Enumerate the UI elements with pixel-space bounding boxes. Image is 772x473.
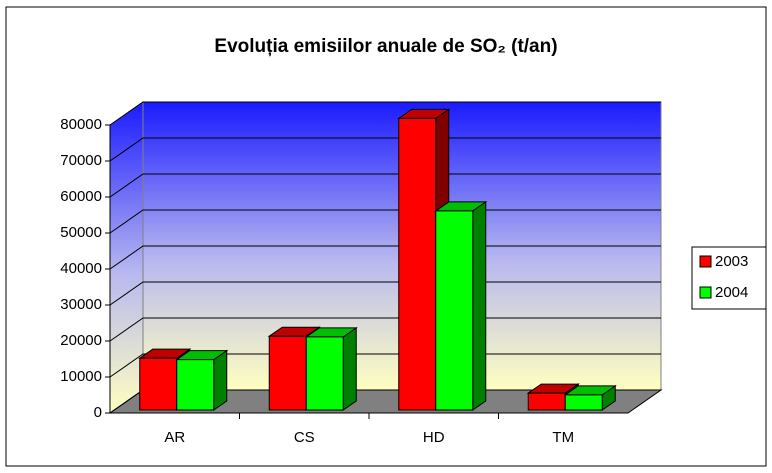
chart-title: Evoluția emisiilor anuale de SO₂ (t/an) [214,36,557,57]
y-tick-label: 20000 [60,332,102,349]
grid-line [109,353,661,378]
bar-face [139,357,178,411]
bar-face [472,200,487,411]
bar-face [268,335,307,411]
bar-face [527,392,566,411]
bar-face [176,359,215,411]
legend-label: 2003 [715,253,748,270]
legend-label: 2004 [715,284,748,301]
grid-line [109,209,661,234]
bar-face [342,326,357,411]
x-tick-label: HD [423,429,445,446]
bar-face [564,394,603,411]
y-tick-label: 30000 [60,296,102,313]
grid-line [109,101,661,126]
bar-face [435,210,474,411]
grid-line [109,281,661,306]
bar-face [305,336,344,411]
y-tick-label: 10000 [60,368,102,385]
x-tick-label: AR [164,429,185,446]
bar [304,326,358,411]
bar-face [398,117,437,411]
x-tick-label: TM [552,429,574,446]
y-tick-label: 40000 [60,260,102,277]
y-tick-label: 50000 [60,224,102,241]
y-tick-label: 80000 [60,116,102,133]
x-tick-label: CS [294,429,315,446]
bar [434,200,488,411]
grid-line [109,245,661,270]
legend-swatch [699,255,712,268]
bar-face [213,349,228,411]
grid-line [109,317,661,342]
y-tick-label: 60000 [60,188,102,205]
y-tick-label: 0 [94,404,102,421]
bar [175,349,229,411]
grid-line [109,173,661,198]
grid-line [109,137,661,162]
legend-swatch [699,286,712,299]
bar [563,384,617,411]
y-tick-label: 70000 [60,152,102,169]
